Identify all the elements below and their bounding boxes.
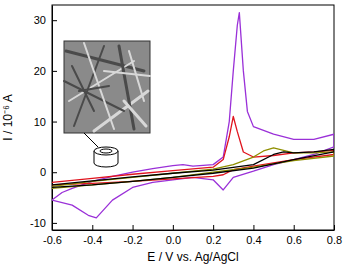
x-tick: 0.6 [287,225,302,246]
plot: -0.6 -0.4 -0.2 0.0 0.2 0.4 0.6 0.8 -10 0 10 20 30 [30,5,342,246]
x-tick: 0.0 [166,225,181,246]
x-tick: 0.8 [327,225,342,246]
x-tick-label: 0.8 [327,234,342,246]
y-tick-mark [52,20,57,21]
series-group [52,13,334,218]
x-tick-label: 0.0 [166,234,181,246]
y-tick-mark [52,122,57,123]
x-tick-label: 0.2 [206,234,221,246]
chart: -0.6 -0.4 -0.2 0.0 0.2 0.4 0.6 0.8 -10 0 10 20 30 E /… [0,0,350,267]
y-tick-mark [52,172,57,173]
x-tick-label: 0.6 [287,234,302,246]
x-axis-line [53,230,335,231]
electrode-surface [100,149,112,153]
x-tick-label: -0.2 [124,234,143,246]
y-tick: -10 [30,217,57,229]
x-tick-mark [213,225,214,230]
x-tick-mark [133,225,134,230]
x-tick: -0.2 [124,225,143,246]
inset-fiber [124,101,146,126]
x-tick-mark [92,225,93,230]
y-tick-label: 30 [34,14,46,26]
cv-curve [52,13,334,218]
x-tick-mark [334,225,335,230]
y-tick-mark [52,223,57,224]
y-tick: 20 [34,65,57,77]
inset-frame [64,41,150,133]
plot-frame [52,5,334,230]
x-tick: -0.4 [83,225,102,246]
x-axis-title: E / V vs. Ag/AgCl [147,250,238,264]
inset-image [64,41,150,167]
inset-fiber [129,51,144,101]
x-tick: 0.2 [206,225,221,246]
y-axis: -10 0 10 20 30 [30,6,57,231]
y-tick-mark [52,71,57,72]
x-tick-mark [294,225,295,230]
x-axis: -0.6 -0.4 -0.2 0.0 0.2 0.4 0.6 0.8 [43,225,342,246]
electrode-top [94,147,118,155]
inset-fiber [104,71,150,76]
cv-curve [52,148,334,189]
y-tick: 10 [34,116,57,128]
x-tick-mark [253,225,254,230]
y-axis-title: I / 10⁻⁶ A [1,94,15,140]
y-tick: 0 [40,166,57,178]
y-tick-label: 20 [34,65,46,77]
inset-fiber [79,86,109,91]
x-tick-label: 0.4 [246,234,261,246]
cv-curve [52,149,334,187]
inset-pointer [84,133,98,147]
y-tick-label: 0 [40,166,46,178]
y-tick: 30 [34,14,57,26]
x-tick: 0.4 [246,225,261,246]
x-tick-label: -0.4 [83,234,102,246]
y-tick-label: -10 [30,217,46,229]
y-tick-label: 10 [34,116,46,128]
x-tick-mark [173,225,174,230]
x-tick-label: -0.6 [43,234,62,246]
y-axis-line [52,6,53,231]
inset-fiber [64,81,124,111]
